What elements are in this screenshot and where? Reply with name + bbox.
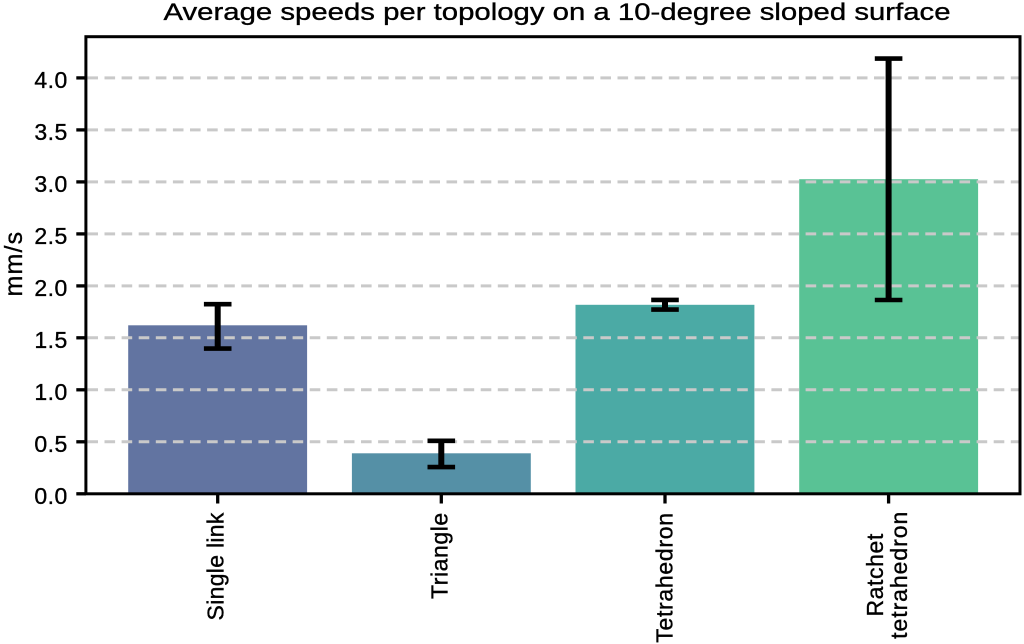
svg-text:Triangle: Triangle	[426, 512, 452, 599]
svg-text:4.0: 4.0	[34, 67, 67, 93]
svg-text:2.5: 2.5	[34, 223, 67, 249]
svg-text:Single link: Single link	[203, 512, 229, 620]
svg-text:mm/s: mm/s	[0, 231, 28, 297]
svg-text:Ratchet: Ratchet	[862, 533, 888, 616]
svg-text:0.0: 0.0	[34, 483, 67, 509]
svg-text:tetrahedron: tetrahedron	[886, 511, 912, 639]
svg-text:Average speeds per topology on: Average speeds per topology on a 10-degr…	[163, 0, 950, 25]
svg-text:Tetrahedron: Tetrahedron	[652, 512, 678, 642]
svg-text:1.0: 1.0	[34, 379, 67, 405]
svg-text:0.5: 0.5	[34, 431, 67, 457]
svg-text:3.0: 3.0	[34, 171, 67, 197]
svg-text:3.5: 3.5	[34, 119, 67, 145]
svg-text:1.5: 1.5	[34, 327, 67, 353]
svg-text:2.0: 2.0	[34, 275, 67, 301]
